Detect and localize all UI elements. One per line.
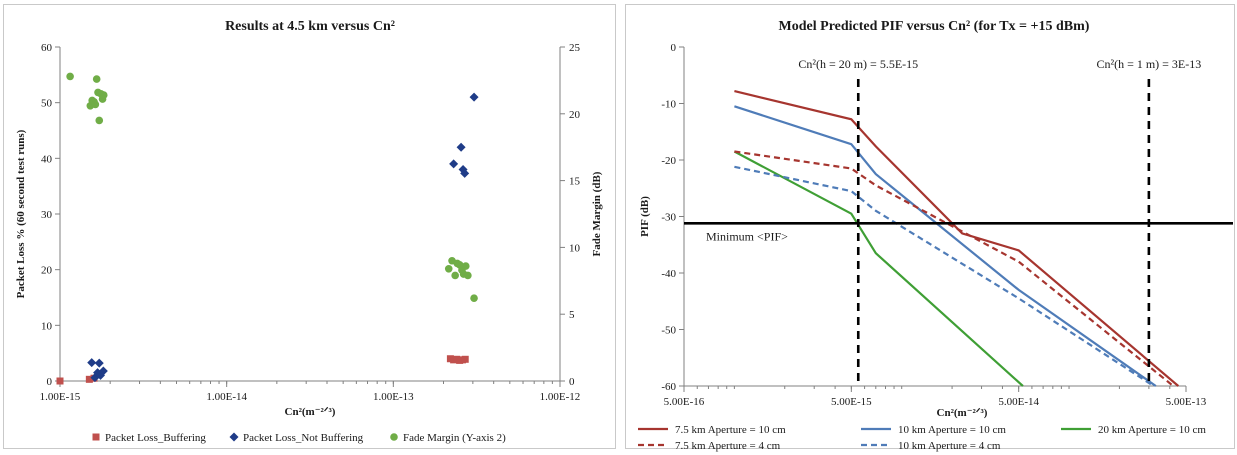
legend-label: Packet Loss_Not Buffering — [243, 432, 364, 444]
series-line-4 — [734, 165, 1155, 387]
legend-label: Fade Margin (Y-axis 2) — [403, 432, 506, 444]
legend-marker — [390, 433, 398, 441]
y-tick-label: 20 — [41, 265, 53, 277]
series-line-2 — [733, 150, 1024, 387]
data-point — [449, 159, 459, 169]
packet-loss-chart-panel: Results at 4.5 km versus Cn² 0 10 20 30 40 50 6… — [3, 4, 616, 449]
x-tick-label: 5.00E-16 — [664, 396, 705, 408]
minimum-pif-label: Minimum <PIF> — [706, 229, 788, 243]
legend-label: 7.5 km Aperture = 4 cm — [675, 440, 781, 452]
y-tick-label: 0 — [47, 376, 53, 388]
chart-title: Model Predicted PIF versus Cn² (for Tx =… — [779, 19, 1090, 34]
data-point — [87, 358, 97, 368]
pif-chart: Model Predicted PIF versus Cn² (for Tx =… — [638, 19, 1233, 452]
x-tick-label: 5.00E-15 — [831, 396, 872, 408]
data-point — [461, 355, 469, 363]
series-line-1 — [734, 105, 1157, 387]
data-point — [98, 366, 108, 376]
legend-item: 10 km Aperture = 4 cm — [861, 440, 1001, 452]
data-point — [99, 91, 108, 99]
series-fade-margin-y-axis-2- — [66, 72, 478, 302]
series-packet-loss-not-buffering — [87, 92, 479, 383]
y-tick-label: 30 — [41, 209, 53, 221]
y-tick-label: 40 — [41, 153, 53, 165]
x-tick-label: 1.00E-14 — [206, 391, 247, 403]
x-axis-title: Cn²(m⁻²ᐟ³) — [937, 407, 988, 419]
y-tick-label: -30 — [661, 212, 676, 224]
y-tick-label: -50 — [661, 325, 676, 337]
legend-item: 10 km Aperture = 10 cm — [861, 424, 1006, 436]
data-point — [66, 72, 74, 81]
x-tick-label: 1.00E-12 — [540, 391, 581, 403]
y2-axis-title: Fade Margin (dB) — [591, 171, 603, 256]
y-tick-label: 0 — [671, 42, 677, 54]
legend-item: Fade Margin (Y-axis 2) — [390, 432, 506, 444]
chart-title: Results at 4.5 km versus Cn² — [225, 19, 395, 34]
y2-tick-label: 25 — [569, 42, 581, 54]
y-tick-label: -20 — [661, 155, 676, 167]
y-tick-label: -60 — [661, 381, 676, 393]
legend-item: Packet Loss_Buffering — [92, 432, 206, 444]
y-tick-label: 50 — [41, 98, 53, 110]
data-point — [92, 75, 101, 83]
y2-tick-label: 0 — [569, 376, 575, 388]
data-point — [94, 358, 104, 368]
y-axis-title: PIF (dB) — [639, 196, 651, 237]
x-tick-label: 5.00E-14 — [998, 396, 1039, 408]
x-tick-label: 1.00E-13 — [373, 391, 414, 403]
series-packet-loss-buffering — [56, 355, 469, 385]
x-axis-title: Cn²(m⁻²ᐟ³) — [285, 406, 336, 418]
legend-label: 10 km Aperture = 10 cm — [898, 424, 1006, 436]
data-point — [461, 262, 470, 270]
packet-loss-chart: Results at 4.5 km versus Cn²010203040506… — [15, 19, 603, 444]
y2-tick-label: 10 — [569, 242, 581, 254]
legend-label: 7.5 km Aperture = 10 cm — [675, 424, 786, 436]
y2-tick-label: 5 — [569, 309, 575, 321]
x-tick-label: 1.00E-15 — [40, 391, 81, 403]
cn2-reference-label: Cn²(h = 1 m) = 3E-13 — [1096, 57, 1201, 71]
legend-label: 10 km Aperture = 4 cm — [898, 440, 1001, 452]
legend-label: 20 km Aperture = 10 cm — [1098, 424, 1206, 436]
data-point — [460, 168, 470, 178]
pif-chart-panel: Model Predicted PIF versus Cn² (for Tx =… — [625, 4, 1235, 452]
legend-item: 7.5 km Aperture = 10 cm — [638, 424, 786, 436]
y2-tick-label: 20 — [569, 109, 581, 121]
legend-marker — [92, 433, 100, 441]
y2-tick-label: 15 — [569, 176, 581, 188]
legend-label: Packet Loss_Buffering — [105, 432, 206, 444]
legend-marker — [229, 432, 239, 442]
y-tick-label: 60 — [41, 42, 53, 54]
data-point — [444, 264, 453, 273]
x-tick-label: 5.00E-13 — [1166, 396, 1207, 408]
series-line-0 — [734, 90, 1180, 387]
y-tick-label: 10 — [41, 320, 53, 332]
data-point — [469, 92, 479, 102]
y-tick-label: -40 — [661, 268, 676, 280]
data-point — [464, 271, 472, 280]
legend-item: 7.5 km Aperture = 4 cm — [638, 440, 781, 452]
cn2-reference-label: Cn²(h = 20 m) = 5.5E-15 — [798, 57, 918, 71]
data-point — [95, 116, 104, 125]
legend-item: Packet Loss_Not Buffering — [229, 432, 364, 444]
data-point — [451, 271, 459, 280]
data-point — [56, 377, 64, 385]
data-point — [470, 294, 478, 302]
legend-item: 20 km Aperture = 10 cm — [1061, 424, 1206, 436]
data-point — [456, 142, 466, 152]
data-point — [91, 100, 100, 109]
y-tick-label: -10 — [661, 99, 676, 111]
y-axis-title: Packet Loss % (60 second test runs) — [15, 129, 27, 298]
data-point — [85, 375, 93, 383]
